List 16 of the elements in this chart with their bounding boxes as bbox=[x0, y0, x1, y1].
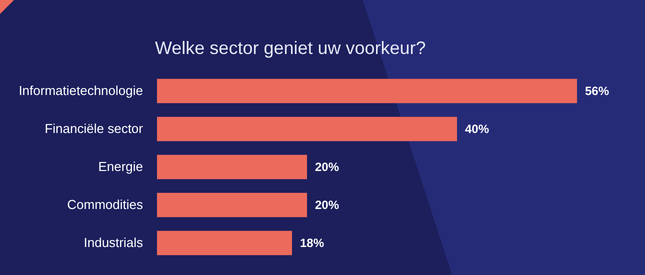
y-tick-label: Energie bbox=[98, 159, 143, 174]
y-tick-label: Industrials bbox=[84, 235, 144, 250]
bar bbox=[157, 192, 307, 218]
data-label: 18% bbox=[300, 236, 324, 250]
data-label: 20% bbox=[315, 160, 340, 174]
data-label: 20% bbox=[315, 198, 340, 212]
bar bbox=[157, 154, 307, 180]
data-label: 56% bbox=[585, 84, 610, 98]
y-tick-label: Informatietechnologie bbox=[18, 83, 143, 98]
y-tick-label: Financiële sector bbox=[44, 121, 144, 136]
y-tick-label: Commodities bbox=[67, 197, 144, 212]
chart-title: Welke sector geniet uw voorkeur? bbox=[155, 38, 426, 58]
bar bbox=[157, 116, 457, 142]
data-label: 40% bbox=[465, 122, 490, 136]
bar bbox=[157, 78, 577, 104]
bar bbox=[157, 230, 292, 256]
